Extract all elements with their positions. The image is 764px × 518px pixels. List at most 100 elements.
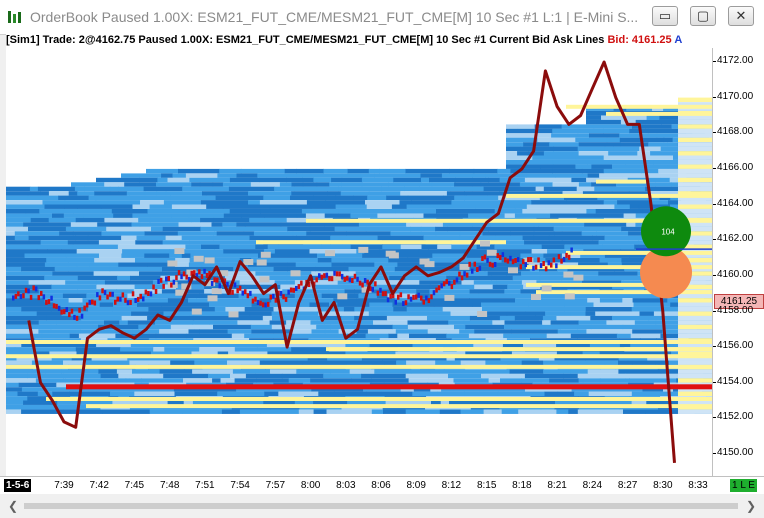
heatmap-cell	[632, 360, 656, 365]
heatmap-cell	[428, 249, 473, 254]
trade-dot	[353, 273, 357, 279]
time-axis[interactable]: 7:39 7:42 7:45 7:48 7:51 7:54 7:57 8:00 8:03 8:06…	[0, 476, 764, 494]
trade-dot	[567, 254, 571, 260]
heatmap-cell	[248, 200, 261, 205]
heatmap-cell	[361, 177, 394, 183]
trade-dot	[131, 291, 135, 297]
heatmap-cell	[82, 298, 94, 303]
heatmap-cell	[171, 356, 188, 361]
orderbook-chart[interactable]: 104	[6, 48, 712, 476]
liquidity-band	[306, 218, 712, 223]
heatmap-cell	[21, 405, 65, 410]
liquidity-band	[566, 250, 712, 255]
heatmap-cell	[631, 400, 647, 405]
heatmap-cell	[362, 253, 409, 258]
heatmap-cell	[411, 298, 422, 303]
trade-dot	[114, 299, 117, 305]
heatmap-cell	[382, 356, 397, 361]
heatmap-cell	[249, 311, 273, 316]
heatmap-cell	[582, 191, 630, 196]
heatmap-cell	[521, 360, 544, 365]
maximize-button[interactable]: ▢	[690, 6, 716, 26]
price-tick-label: 4158.00	[712, 304, 754, 316]
heatmap-cell	[6, 271, 53, 276]
heatmap-cell	[481, 302, 530, 307]
heatmap-cell	[367, 195, 387, 201]
trade-dot	[116, 296, 119, 302]
heatmap-cell	[76, 249, 123, 254]
heatmap-cell	[6, 240, 42, 245]
heatmap-cell	[274, 356, 298, 361]
trade-dot	[149, 291, 153, 297]
heatmap-cell	[630, 293, 672, 299]
heatmap-cell	[137, 302, 162, 307]
ladder-cell	[678, 315, 712, 321]
heatmap-cell	[162, 266, 186, 272]
heatmap-cell	[185, 266, 234, 272]
heatmap-cell	[335, 204, 368, 209]
heatmap-cell	[473, 280, 498, 285]
heatmap-cell	[528, 151, 545, 156]
ladder-cell	[678, 391, 712, 397]
trade-dot	[460, 275, 464, 281]
heatmap-cell	[104, 182, 125, 187]
scrollbar-track[interactable]	[24, 503, 738, 509]
heatmap-cell	[175, 289, 186, 296]
trade-dot	[297, 284, 301, 290]
heatmap-cell	[560, 324, 578, 330]
heatmap-cell	[6, 373, 28, 379]
heatmap-cell	[113, 302, 138, 307]
heatmap-cell	[165, 191, 203, 196]
horizontal-scrollbar[interactable]: ❮ ❯	[0, 495, 764, 518]
heatmap-cell	[506, 133, 552, 138]
heatmap-cell	[385, 271, 416, 276]
heatmap-cell	[185, 173, 218, 178]
heatmap-cell	[570, 333, 618, 339]
heatmap-cell	[154, 320, 193, 325]
trade-dot	[307, 282, 311, 287]
price-axis[interactable]: 4161.25 4172.00 4170.00 4168.00 4166.00 4164…	[712, 48, 764, 476]
heatmap-cell	[619, 342, 631, 348]
scroll-left-arrow-icon[interactable]: ❮	[7, 499, 19, 513]
heatmap-cell	[635, 213, 654, 218]
minimize-button[interactable]: ▭	[652, 6, 678, 26]
ladder-cell	[678, 342, 712, 348]
heatmap-cell	[448, 373, 482, 379]
heatmap-cell	[564, 307, 587, 312]
heatmap-cell	[449, 168, 475, 174]
heatmap-cell	[193, 255, 204, 262]
time-tick-label: 8:03	[336, 480, 356, 491]
heatmap-cell	[523, 142, 539, 147]
heatmap-cell	[586, 119, 622, 125]
scroll-right-arrow-icon[interactable]: ❯	[745, 499, 757, 513]
heatmap-cell	[94, 258, 136, 263]
heatmap-cell	[586, 111, 621, 116]
ladder-cell	[678, 409, 712, 414]
heatmap-cell	[6, 200, 43, 205]
heatmap-cell	[39, 209, 74, 214]
trade-dot	[129, 300, 132, 305]
heatmap-cell	[648, 142, 668, 147]
heatmap-cell	[295, 262, 333, 267]
trade-dot	[562, 256, 566, 262]
close-button[interactable]: ✕	[728, 6, 754, 26]
heatmap-cell	[40, 191, 50, 196]
heatmap-cell	[639, 146, 662, 152]
heatmap-cell	[407, 253, 433, 258]
heatmap-cell	[167, 282, 178, 288]
heatmap-cell	[324, 320, 345, 325]
heatmap-cell	[499, 191, 540, 196]
heatmap-cell	[121, 253, 145, 258]
trade-dot	[282, 294, 285, 300]
heatmap-cell	[388, 284, 431, 290]
heatmap-cell	[587, 369, 619, 374]
heatmap-cell	[244, 284, 281, 290]
heatmap-cell	[54, 360, 64, 365]
time-tick-label: 8:00	[300, 480, 321, 491]
heatmap-cell	[163, 373, 209, 379]
heatmap-cell	[164, 347, 200, 352]
orderbook-heatmap[interactable]: 104	[6, 48, 712, 476]
heatmap-cell	[228, 311, 239, 318]
trade-dot	[17, 291, 20, 297]
heatmap-cell	[468, 209, 496, 214]
